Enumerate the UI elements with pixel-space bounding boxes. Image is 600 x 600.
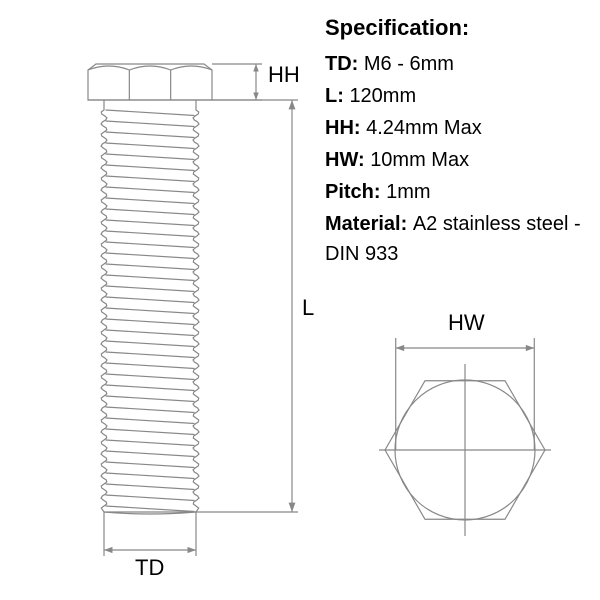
spec-label: Material: xyxy=(325,213,413,235)
spec-row: Pitch: 1mm xyxy=(325,177,585,207)
label-hh: HH xyxy=(268,62,300,88)
hex-svg xyxy=(365,310,565,540)
spec-label: HH: xyxy=(325,117,366,139)
spec-row: Material: A2 stainless steel - DIN 933 xyxy=(325,209,585,269)
spec-value: M6 - 6mm xyxy=(364,53,454,75)
spec-value: 10mm Max xyxy=(370,149,469,171)
spec-label: TD: xyxy=(325,53,364,75)
spec-row: L: 120mm xyxy=(325,81,585,111)
spec-row: HH: 4.24mm Max xyxy=(325,113,585,143)
label-hw: HW xyxy=(448,310,485,336)
spec-row: TD: M6 - 6mm xyxy=(325,49,585,79)
spec-row: HW: 10mm Max xyxy=(325,145,585,175)
spec-value: 4.24mm Max xyxy=(366,117,482,139)
specification-block: Specification: TD: M6 - 6mmL: 120mmHH: 4… xyxy=(325,15,585,271)
hex-top-view: HW xyxy=(365,310,565,540)
spec-value: 120mm xyxy=(349,85,416,107)
label-td: TD xyxy=(135,555,164,581)
spec-title: Specification: xyxy=(325,15,585,41)
label-l: L xyxy=(302,295,314,321)
spec-label: HW: xyxy=(325,149,370,171)
bolt-side-view: HH L TD xyxy=(20,20,310,580)
spec-label: L: xyxy=(325,85,349,107)
spec-label: Pitch: xyxy=(325,181,386,203)
bolt-svg xyxy=(20,20,310,580)
spec-value: 1mm xyxy=(386,181,430,203)
